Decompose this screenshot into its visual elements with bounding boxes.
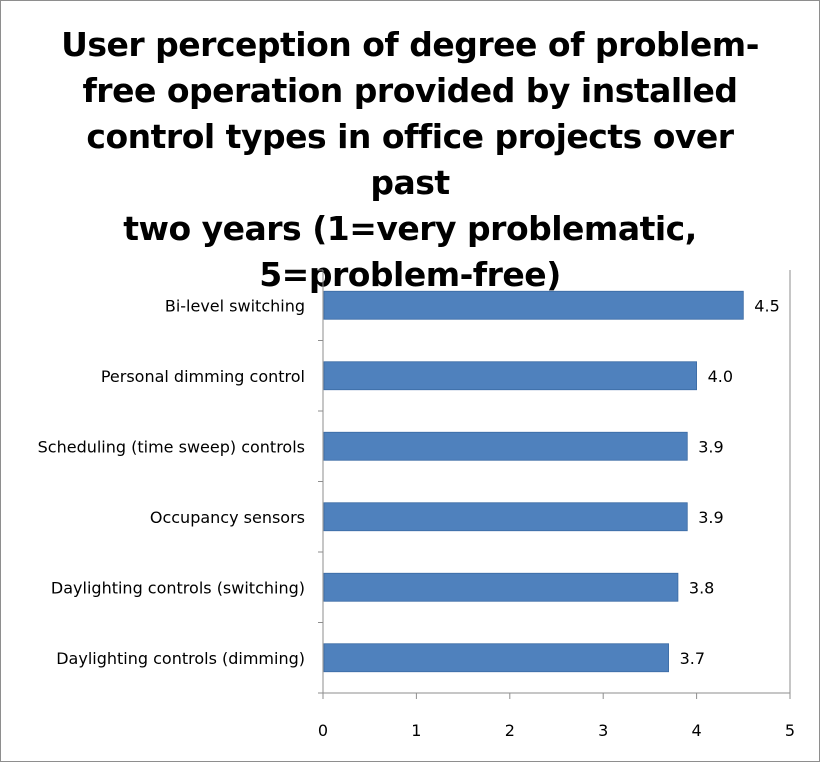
category-label: Personal dimming control: [101, 367, 305, 386]
category-label: Bi-level switching: [165, 296, 305, 315]
chart-title-line-2: free operation provided by installed: [82, 71, 738, 110]
bar: [323, 643, 669, 673]
chart-title-line-4: two years (1=very problematic,: [123, 209, 697, 248]
data-label: 3.8: [689, 578, 714, 597]
bar: [323, 431, 688, 461]
category-label: Daylighting controls (switching): [51, 578, 305, 597]
chart-title-line-1: User perception of degree of problem-: [61, 25, 759, 64]
bar: [323, 290, 744, 320]
chart-title-line-3: control types in office projects over pa…: [86, 117, 734, 202]
bar: [323, 361, 698, 391]
x-tick-label: 2: [505, 721, 515, 740]
x-tick-label: 5: [785, 721, 795, 740]
chart-title-line-5: 5=problem-free): [259, 255, 561, 294]
data-label: 3.7: [680, 649, 705, 668]
bar: [323, 502, 688, 532]
x-tick-label: 4: [692, 721, 702, 740]
x-tick-label: 0: [318, 721, 328, 740]
data-label: 4.5: [754, 296, 779, 315]
category-label: Occupancy sensors: [150, 508, 305, 527]
x-tick-label: 1: [411, 721, 421, 740]
bar: [323, 572, 679, 602]
chart-title: User perception of degree of problem- fr…: [60, 22, 760, 298]
category-label: Scheduling (time sweep) controls: [38, 437, 305, 456]
data-label: 3.9: [698, 437, 723, 456]
category-label: Daylighting controls (dimming): [56, 649, 305, 668]
x-tick-label: 3: [598, 721, 608, 740]
data-label: 3.9: [698, 508, 723, 527]
data-label: 4.0: [708, 367, 733, 386]
